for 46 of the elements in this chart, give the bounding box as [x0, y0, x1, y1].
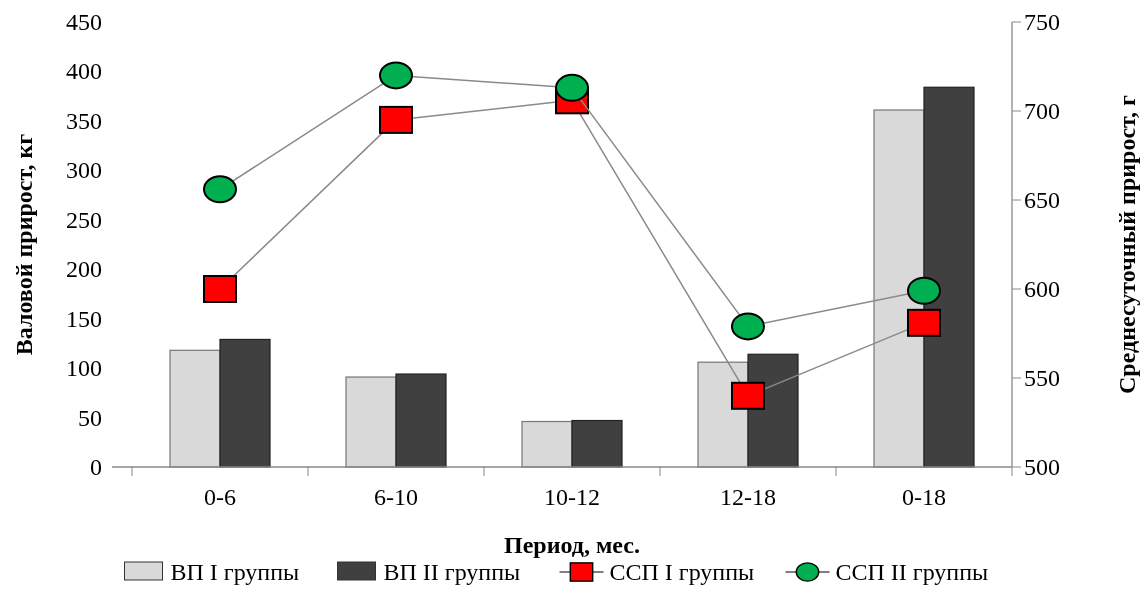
point — [907, 276, 941, 305]
x-tick-label: 6-10 — [374, 484, 418, 510]
y-tick-label: 100 — [66, 355, 102, 382]
x-tick-label: 0-18 — [902, 484, 946, 510]
y-tick-label: 50 — [78, 404, 102, 431]
x-tick-label: 0-6 — [204, 484, 236, 510]
point — [203, 275, 237, 303]
legend-label: ВП II группы — [383, 559, 521, 585]
bar — [521, 420, 573, 468]
y-tick-label: 200 — [66, 256, 102, 283]
y-axis-title: Валовой прирост, кг — [11, 133, 37, 356]
bar — [345, 376, 397, 468]
legend-label: ССП I группы — [609, 559, 755, 585]
bar — [923, 86, 975, 468]
y2-tick-label: 550 — [1024, 365, 1060, 391]
bar — [571, 419, 623, 468]
x-tick-label: 10-12 — [544, 484, 600, 510]
y2-tick-label: 650 — [1024, 187, 1060, 213]
y2-tick-label: 500 — [1024, 454, 1060, 480]
y2-tick-label: 600 — [1024, 276, 1060, 302]
y-tick-label: 350 — [66, 107, 102, 134]
point — [379, 105, 413, 134]
y2-tick-label: 700 — [1024, 98, 1060, 124]
point — [907, 308, 941, 337]
y-tick-label: 450 — [66, 9, 102, 35]
point — [731, 312, 765, 341]
point — [203, 175, 237, 204]
y-tick-label: 0 — [90, 454, 102, 480]
bar — [219, 338, 271, 468]
bar — [873, 109, 925, 468]
y-tick-label: 400 — [66, 58, 102, 85]
point — [555, 73, 589, 102]
legend-label: ССП II группы — [835, 559, 989, 585]
y-tick-label: 150 — [66, 305, 102, 332]
bar — [169, 349, 221, 468]
bar — [395, 373, 447, 468]
point — [379, 61, 413, 90]
y2-tick-label: 750 — [1024, 9, 1060, 35]
x-axis-title: Период, мес. — [504, 532, 640, 558]
legend-label: ВП I группы — [170, 559, 300, 585]
bar — [747, 353, 799, 468]
y-tick-label: 250 — [66, 206, 102, 233]
y-tick-label: 300 — [66, 157, 102, 184]
point — [731, 381, 765, 410]
x-tick-label: 12-18 — [720, 484, 776, 510]
y2-axis-title: Среднесуточный прирост, г — [1114, 94, 1140, 394]
